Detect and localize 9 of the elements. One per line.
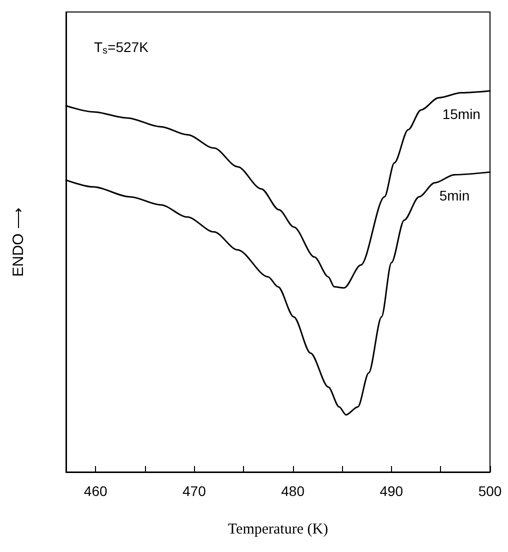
x-tick-label: 500 xyxy=(478,483,502,499)
x-tick-label: 480 xyxy=(281,483,305,499)
x-tick-label: 460 xyxy=(84,483,108,499)
x-tick-label: 470 xyxy=(182,483,206,499)
series-label: 15min xyxy=(442,106,480,122)
series-label: 5min xyxy=(439,188,470,204)
x-tick-label: 490 xyxy=(380,483,404,499)
y-axis-title: ENDO ⟶ xyxy=(10,207,27,277)
x-axis-title: Temperature (K) xyxy=(228,522,328,538)
